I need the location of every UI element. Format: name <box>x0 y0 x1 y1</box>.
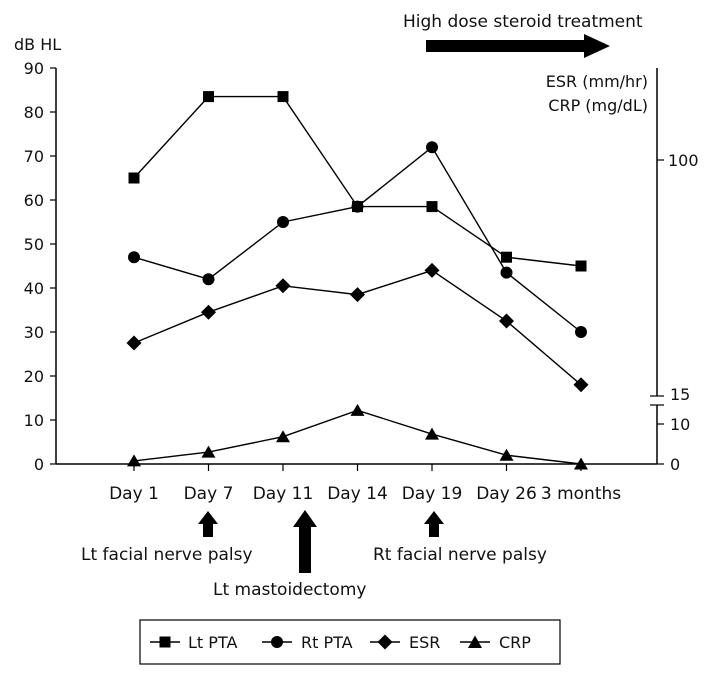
legend-label-esr: ESR <box>409 633 440 652</box>
data-point-lt-pta <box>203 91 214 103</box>
event-label-lt-mastoidectomy: Lt mastoidectomy <box>213 580 366 600</box>
left-y-tick-label: 70 <box>24 147 44 166</box>
series-line-crp <box>133 409 582 465</box>
data-point-rt-pta <box>351 200 364 213</box>
right-y-tick: 10 <box>657 415 690 434</box>
data-point-rt-pta <box>575 326 587 338</box>
axes <box>55 68 664 465</box>
data-point-lt-pta <box>128 172 140 184</box>
legend-item-crp: CRP <box>460 633 531 652</box>
event-arrow-day19 <box>424 511 444 537</box>
left-y-ticks: 0 10 20 30 40 50 60 70 80 90 <box>24 59 56 474</box>
legend-item-esr: ESR <box>370 633 440 652</box>
treatment-label: High dose steroid treatment <box>403 12 643 32</box>
legend: Lt PTA Rt PTA ESR CRP <box>139 619 561 665</box>
legend-circle-marker <box>271 636 283 648</box>
data-point-lt-pta <box>501 251 512 263</box>
legend-triangle-marker <box>468 635 482 648</box>
left-y-tick-label: 80 <box>24 103 44 122</box>
x-tick-label: 3 months <box>541 484 621 504</box>
event-arrow-day7 <box>198 511 218 537</box>
right-y-tick: 15 <box>670 385 690 404</box>
data-point-crp <box>350 403 365 416</box>
event-arrow-day11 <box>293 510 317 573</box>
left-y-tick-label: 0 <box>34 455 44 474</box>
data-point-rt-pta <box>500 266 513 279</box>
event-label-rt-facial-nerve-palsy: Rt facial nerve palsy <box>373 545 547 565</box>
series-crp <box>127 403 588 470</box>
right-y-tick: 100 <box>657 151 699 170</box>
left-y-tick-label: 10 <box>24 411 44 430</box>
data-point-esr <box>424 262 440 278</box>
data-point-esr <box>499 313 514 329</box>
right-y-tick-label: 0 <box>670 455 680 474</box>
right-y-title-line-1: ESR (mm/hr) <box>546 72 648 91</box>
treatment-arrow-shaft <box>426 40 586 52</box>
legend-label-rt-pta: Rt PTA <box>301 633 353 652</box>
treatment-annotation: High dose steroid treatment <box>403 12 643 58</box>
right-y-tick: 0 <box>657 455 680 474</box>
left-y-tick-label: 60 <box>24 191 44 210</box>
x-tick-label: Day 19 <box>402 484 463 504</box>
left-y-tick-label: 20 <box>24 367 44 386</box>
right-y-tick-label: 10 <box>670 415 690 434</box>
data-point-crp <box>425 427 439 440</box>
legend-label-lt-pta: Lt PTA <box>188 633 237 652</box>
treatment-arrow-head <box>584 34 610 58</box>
data-point-esr <box>275 278 291 294</box>
data-point-rt-pta <box>277 216 289 228</box>
x-tick-label: Day 14 <box>327 484 388 504</box>
series-esr <box>126 262 589 393</box>
right-y-tick-label: 100 <box>668 151 699 170</box>
data-point-esr <box>573 377 589 393</box>
left-y-tick-label: 90 <box>24 59 44 78</box>
left-y-tick-label: 50 <box>24 235 44 254</box>
left-y-tick-label: 30 <box>24 323 44 342</box>
data-point-esr <box>126 335 142 351</box>
series-line-lt-pta <box>133 95 582 267</box>
data-point-lt-pta <box>575 260 587 272</box>
data-point-esr <box>201 304 216 320</box>
x-tick-label: Day 26 <box>476 484 537 504</box>
data-point-crp <box>201 445 216 458</box>
left-y-unit-label: dB HL <box>14 35 61 54</box>
data-point-esr <box>350 287 365 303</box>
data-point-crp <box>574 457 588 470</box>
x-ticks: Day 1 Day 7 Day 11 Day 14 Day 19 Day 26 3 mont… <box>109 464 621 504</box>
legend-item-lt-pta: Lt PTA <box>150 633 237 652</box>
left-y-tick-label: 40 <box>24 279 44 298</box>
legend-label-crp: CRP <box>499 633 531 652</box>
series-line-rt-pta <box>133 146 582 333</box>
series-rt-pta <box>128 141 587 338</box>
right-y-title-line-2: CRP (mg/dL) <box>548 96 648 115</box>
x-tick-label: Day 1 <box>109 484 159 504</box>
data-point-lt-pta <box>277 91 289 103</box>
data-point-rt-pta <box>128 251 140 264</box>
series-lt-pta <box>128 91 587 272</box>
legend-diamond-marker <box>377 634 393 650</box>
event-annotations: Lt facial nerve palsy Lt mastoidectomy R… <box>81 510 547 600</box>
x-tick-label: Day 7 <box>184 484 234 504</box>
right-y-tick-label: 15 <box>670 385 690 404</box>
legend-square-marker <box>159 636 171 648</box>
data-point-crp <box>276 430 290 443</box>
data-point-crp <box>127 454 141 467</box>
data-point-lt-pta <box>426 201 438 213</box>
data-point-rt-pta <box>202 273 215 286</box>
series-layer <box>126 91 589 470</box>
data-point-rt-pta <box>426 141 438 154</box>
legend-item-rt-pta: Rt PTA <box>262 633 353 652</box>
event-label-lt-facial-nerve-palsy: Lt facial nerve palsy <box>81 545 253 565</box>
data-point-crp <box>499 448 514 461</box>
x-tick-label: Day 11 <box>253 484 314 504</box>
